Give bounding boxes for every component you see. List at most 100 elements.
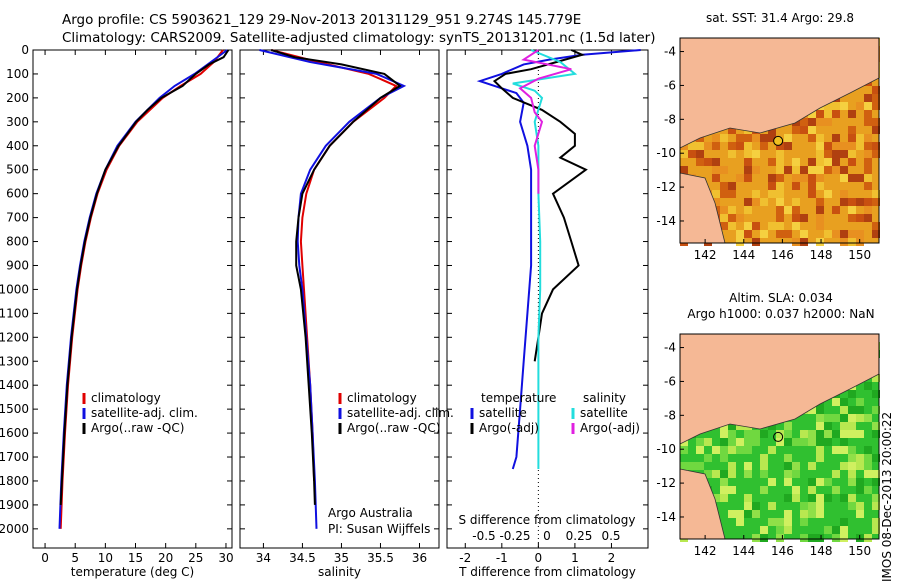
sst-cell	[792, 198, 800, 206]
difference-xtick-label: 1	[571, 551, 579, 565]
sst-cell	[784, 206, 792, 214]
sla-cell	[832, 526, 840, 534]
sst-cell	[808, 182, 816, 190]
sla-cell	[856, 430, 864, 438]
sla-cell	[752, 438, 760, 446]
sst-cell	[752, 150, 760, 158]
sst-cell	[712, 166, 720, 174]
sla-cell	[872, 526, 880, 534]
sst-cell	[760, 198, 768, 206]
sla-cell	[856, 462, 864, 470]
sla-cell	[760, 430, 768, 438]
sst-xtick-label: 150	[848, 248, 871, 262]
sst-cell	[840, 142, 848, 150]
sst-cell	[824, 118, 832, 126]
sla-cell	[808, 438, 816, 446]
sst-cell	[864, 110, 872, 118]
sla-cell	[840, 422, 848, 430]
sla-cell	[848, 502, 856, 510]
sla-cell	[816, 502, 824, 510]
sst-cell	[760, 142, 768, 150]
sla-cell	[816, 446, 824, 454]
sla-cell	[848, 422, 856, 430]
sst-cell	[864, 150, 872, 158]
sst-cell	[864, 166, 872, 174]
sla-cell	[784, 470, 792, 478]
sla-cell	[872, 406, 880, 414]
sst-cell	[872, 126, 880, 134]
sst-cell	[792, 222, 800, 230]
depth-tick-label: 500	[6, 163, 29, 177]
sst-cell	[728, 182, 736, 190]
sla-cell	[728, 486, 736, 494]
sst-cell	[712, 134, 720, 142]
sla-cell	[728, 430, 736, 438]
sla-cell	[840, 526, 848, 534]
sla-cell	[720, 470, 728, 478]
sla-cell	[728, 422, 736, 430]
diff-legend-temp-title: temperature	[481, 391, 556, 405]
sla-cell	[680, 446, 688, 454]
sla-cell	[848, 390, 856, 398]
sla-cell	[824, 422, 832, 430]
sst-cell	[808, 110, 816, 118]
sst-cell	[744, 166, 752, 174]
sla-cell	[792, 494, 800, 502]
sst-cell	[856, 198, 864, 206]
sla-cell	[856, 398, 864, 406]
depth-tick-label: 700	[6, 211, 29, 225]
sla-cell	[864, 534, 872, 542]
sla-cell	[704, 454, 712, 462]
sst-cell	[776, 206, 784, 214]
temperature-xtick-label: 10	[98, 551, 113, 565]
sst-cell	[872, 94, 880, 102]
sst-cell	[808, 134, 816, 142]
sst-cell	[840, 166, 848, 174]
sla-cell	[864, 462, 872, 470]
sst-cell	[816, 174, 824, 182]
sst-cell	[800, 214, 808, 222]
sst-cell	[728, 142, 736, 150]
sla-cell	[752, 534, 760, 542]
sst-cell	[728, 150, 736, 158]
sla-cell	[760, 486, 768, 494]
sla-cell	[808, 502, 816, 510]
sla-cell	[848, 462, 856, 470]
sla-cell	[872, 518, 880, 526]
sla-cell	[696, 446, 704, 454]
sst-cell	[872, 230, 880, 238]
sst-cell	[840, 198, 848, 206]
sla-cell	[712, 494, 720, 502]
salinity-xtick-label: 34	[256, 551, 271, 565]
sst-cell	[800, 118, 808, 126]
sst-cell	[792, 158, 800, 166]
sla-xtick-label: 150	[848, 544, 871, 558]
sst-cell	[736, 238, 744, 246]
sst-cell	[840, 238, 848, 246]
sst-cell	[776, 198, 784, 206]
sst-cell	[792, 182, 800, 190]
sst-cell	[832, 206, 840, 214]
sla-cell	[704, 438, 712, 446]
sla-cell	[856, 486, 864, 494]
sst-cell	[744, 142, 752, 150]
sla-cell	[712, 470, 720, 478]
temperature-frame	[32, 49, 233, 549]
sst-cell	[864, 158, 872, 166]
sst-cell	[824, 150, 832, 158]
sst-cell	[720, 206, 728, 214]
series-temperature-satellite	[58, 49, 228, 529]
sst-cell	[848, 150, 856, 158]
sst-cell	[832, 134, 840, 142]
difference-x2tick-label: -0.25	[499, 529, 530, 543]
sst-cell	[856, 174, 864, 182]
sla-cell	[784, 518, 792, 526]
sst-cell	[776, 190, 784, 198]
sla-cell	[680, 462, 688, 470]
sla-cell	[744, 502, 752, 510]
sla-frame	[679, 333, 880, 540]
sst-xtick-label: 146	[771, 248, 794, 262]
sla-cell	[840, 462, 848, 470]
sst-map-title: sat. SST: 31.4 Argo: 29.8	[706, 11, 854, 25]
